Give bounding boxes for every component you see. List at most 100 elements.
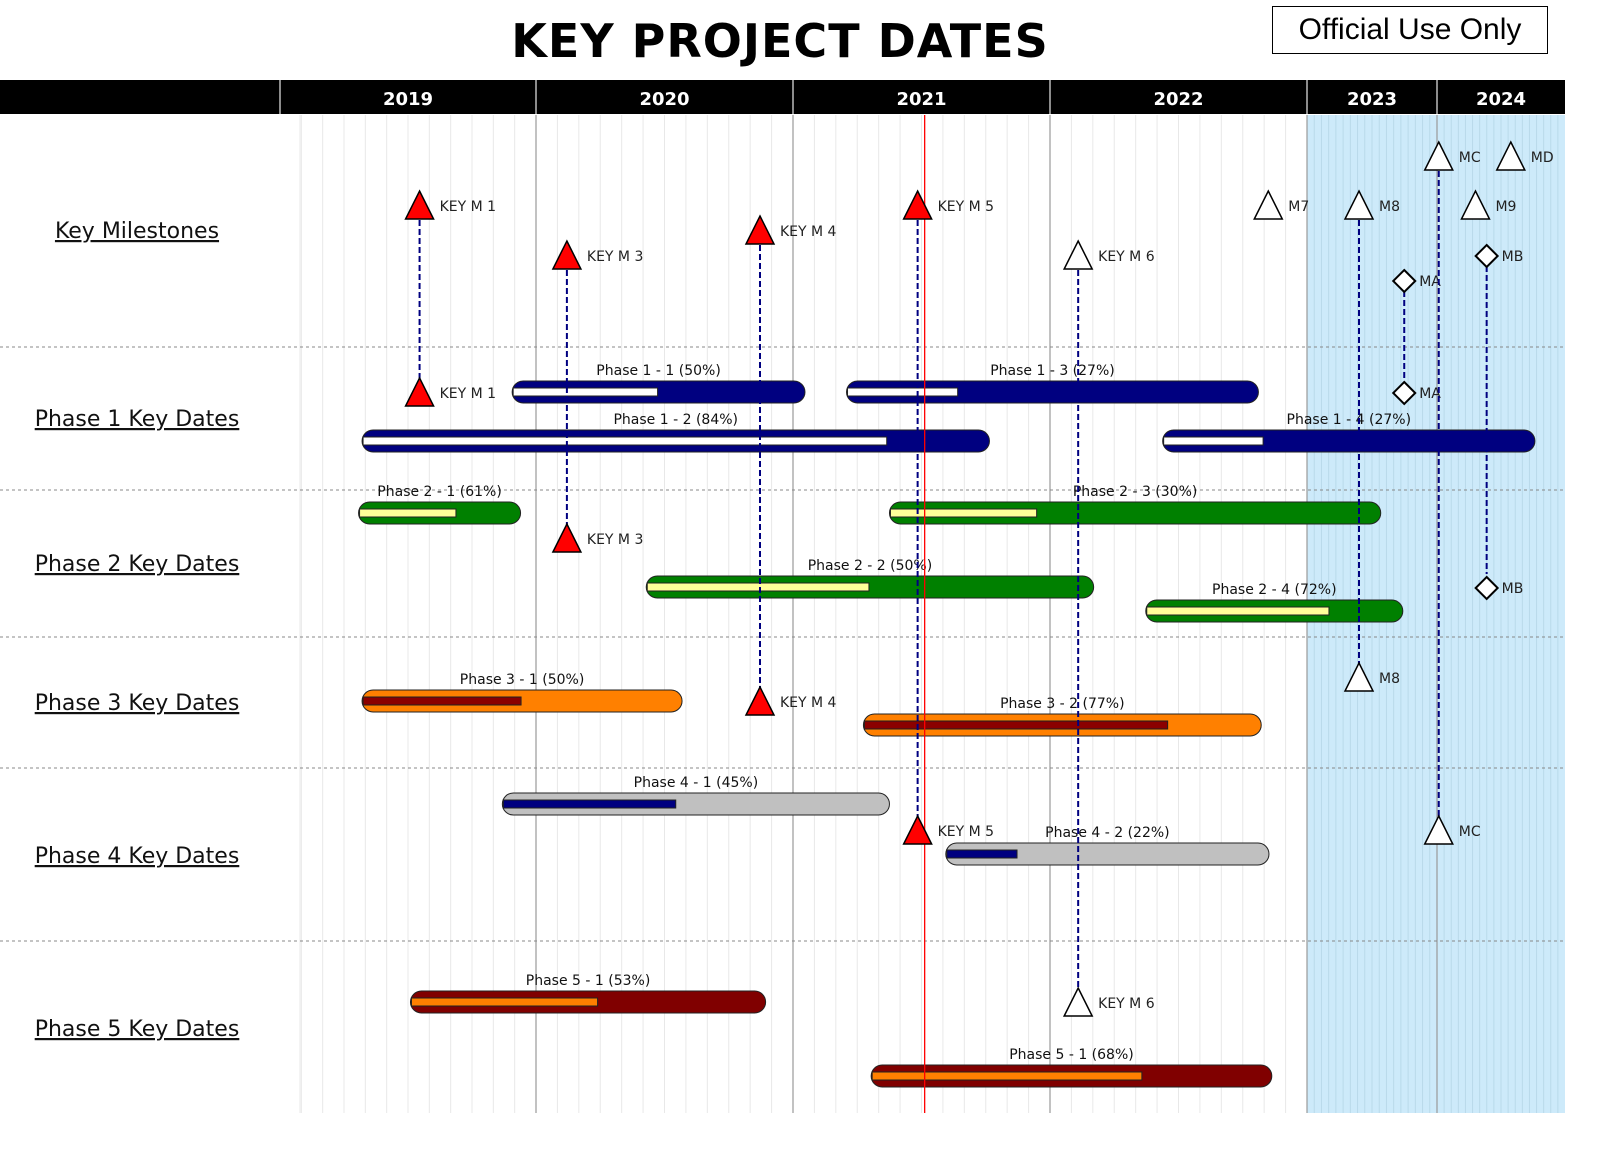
milestone-label: MA: [1419, 386, 1441, 402]
milestone-triangle-icon: [551, 522, 583, 553]
milestone-label: M9: [1495, 199, 1516, 215]
milestone-triangle-icon: [744, 214, 776, 245]
milestone-label: KEY M 5: [938, 824, 994, 840]
task-progress-fill: [871, 1071, 1143, 1081]
task-label: Phase 2 - 3 (30%): [1073, 484, 1198, 500]
task-bar: Phase 3 - 1 (50%): [361, 672, 683, 713]
task-label: Phase 3 - 1 (50%): [460, 672, 585, 688]
milestone-triangle-icon: [1253, 189, 1284, 220]
milestone-triangle-icon: [551, 239, 583, 270]
year-header-bar: [0, 80, 1565, 114]
task-label: Phase 1 - 1 (50%): [596, 363, 721, 379]
task-progress-fill: [946, 849, 1018, 859]
task-bar: Phase 2 - 2 (50%): [645, 558, 1095, 599]
milestone-marker: M8: [1343, 189, 1400, 220]
milestone-label: M8: [1379, 671, 1400, 687]
milestone-label: KEY M 1: [440, 199, 496, 215]
row-label: Phase 2 Key Dates: [35, 552, 240, 577]
milestone-label: M8: [1379, 199, 1400, 215]
row-label: Phase 3 Key Dates: [35, 691, 240, 716]
milestone-triangle-icon: [1062, 986, 1094, 1017]
milestone-diamond-icon: [1391, 268, 1417, 294]
milestone-marker: M8: [1343, 661, 1400, 692]
task-bar-body: [945, 842, 1270, 866]
year-label: 2024: [1476, 89, 1526, 110]
task-bar-body: [361, 689, 683, 713]
milestone-label: KEY M 6: [1098, 996, 1155, 1012]
year-label: 2022: [1153, 89, 1203, 110]
task-label: Phase 1 - 4 (27%): [1287, 412, 1412, 428]
task-bar-body: [645, 575, 1095, 599]
milestone-label: M7: [1288, 199, 1309, 215]
year-label: 2023: [1347, 89, 1397, 110]
milestone-marker: M7: [1253, 189, 1309, 220]
milestone-marker: MC: [1423, 814, 1481, 845]
milestone-marker: MC: [1423, 140, 1481, 171]
task-label: Phase 2 - 1 (61%): [377, 484, 502, 500]
year-label: 2020: [639, 89, 689, 110]
milestone-triangle-icon: [1343, 189, 1375, 220]
milestone-label: KEY M 5: [938, 199, 994, 215]
milestone-triangle-icon: [902, 189, 933, 220]
task-bar-body: [511, 380, 806, 404]
task-bar: Phase 1 - 2 (84%): [361, 412, 990, 453]
task-bar: Phase 4 - 2 (22%): [945, 825, 1270, 866]
task-label: Phase 2 - 2 (50%): [808, 558, 933, 574]
milestone-triangle-icon: [1423, 140, 1454, 171]
milestone-marker: KEY M 5: [902, 814, 994, 845]
milestone-label: KEY M 1: [440, 386, 496, 402]
milestone-diamond-icon: [1391, 380, 1417, 406]
task-progress-fill: [502, 799, 677, 809]
task-bar: Phase 2 - 3 (30%): [888, 484, 1382, 525]
milestone-marker: MB: [1474, 243, 1524, 269]
row-label: Phase 5 Key Dates: [35, 1017, 240, 1042]
milestone-marker: KEY M 6: [1062, 239, 1155, 270]
milestone-label: MC: [1459, 150, 1481, 166]
task-bars: Phase 1 - 1 (50%) Phase 1 - 3 (27%) Phase …: [358, 363, 1536, 1088]
milestone-label: MC: [1459, 824, 1481, 840]
task-bar: Phase 5 - 1 (53%): [409, 973, 767, 1014]
milestones: KEY M 1 KEY M 1 KEY M 3 KEY M 3 KEY M 4 KEY M…: [404, 140, 1554, 1017]
milestone-label: MD: [1531, 150, 1554, 166]
row-label: Phase 4 Key Dates: [35, 844, 240, 869]
year-label: 2021: [896, 89, 946, 110]
task-progress-fill: [1163, 436, 1264, 446]
milestone-marker: KEY M 1: [404, 189, 496, 220]
row-label: Key Milestones: [55, 219, 219, 244]
milestone-marker: M9: [1460, 189, 1516, 220]
task-label: Phase 1 - 3 (27%): [990, 363, 1115, 379]
task-progress-fill: [889, 508, 1038, 518]
milestone-marker: KEY M 4: [744, 685, 837, 716]
task-progress-fill: [863, 720, 1169, 730]
milestone-label: MB: [1502, 249, 1524, 265]
task-bar: Phase 4 - 1 (45%): [501, 775, 890, 816]
milestone-triangle-icon: [1460, 189, 1491, 220]
task-label: Phase 3 - 2 (77%): [1000, 696, 1125, 712]
milestone-triangle-icon: [1423, 814, 1454, 845]
official-use-only-label: Official Use Only: [1272, 6, 1548, 54]
task-bar-body: [1162, 429, 1536, 453]
task-bar-body: [501, 792, 890, 816]
task-progress-fill: [362, 696, 522, 706]
milestone-triangle-icon: [1062, 239, 1094, 270]
milestone-triangle-icon: [744, 685, 776, 716]
task-label: Phase 5 - 1 (53%): [526, 973, 651, 989]
milestone-triangle-icon: [404, 376, 435, 407]
milestone-marker: KEY M 1: [404, 376, 496, 407]
year-label: 2019: [383, 89, 433, 110]
chart-title: KEY PROJECT DATES: [511, 14, 1049, 68]
milestone-label: KEY M 3: [587, 249, 643, 265]
milestone-label: KEY M 4: [780, 695, 837, 711]
milestone-marker: KEY M 5: [902, 189, 994, 220]
milestone-marker: KEY M 3: [551, 522, 643, 553]
task-progress-fill: [847, 387, 959, 397]
milestone-label: MB: [1502, 581, 1524, 597]
task-bar: Phase 2 - 4 (72%): [1145, 582, 1404, 623]
milestone-marker: KEY M 6: [1062, 986, 1155, 1017]
milestone-triangle-icon: [902, 814, 933, 845]
task-progress-fill: [646, 582, 870, 592]
task-label: Phase 4 - 2 (22%): [1045, 825, 1170, 841]
milestone-marker: MD: [1495, 140, 1554, 171]
milestone-marker: KEY M 4: [744, 214, 837, 245]
